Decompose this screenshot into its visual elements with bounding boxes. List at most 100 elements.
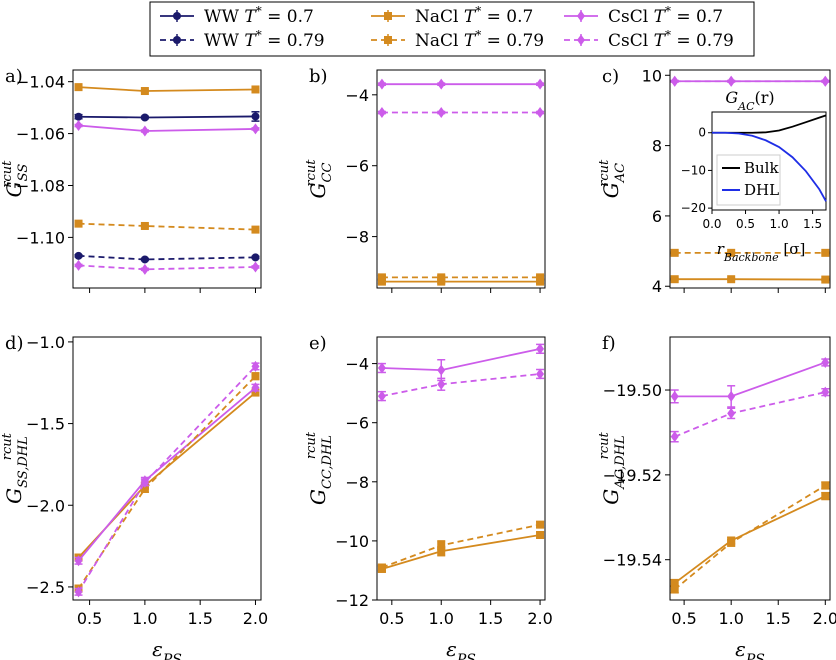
legend-label-name: WW xyxy=(204,7,244,27)
x-axis-label-subscript: PS xyxy=(162,652,182,660)
y-label-superscript: rcut xyxy=(0,160,15,188)
y-axis-label: GCC,DHLrcut xyxy=(304,431,335,505)
data-point xyxy=(251,382,260,394)
axes-frame xyxy=(72,69,262,289)
data-point xyxy=(377,107,386,119)
y-label-symbol: G xyxy=(2,181,26,197)
legend-label-T: T xyxy=(244,31,257,51)
series-line xyxy=(674,495,826,584)
y-label-superscript: rcut xyxy=(0,432,15,460)
inset-y-tick-label: 0 xyxy=(698,126,706,140)
data-point xyxy=(140,125,149,137)
y-axis-label: GACrcut xyxy=(597,159,628,198)
y-label-subscript: SS xyxy=(16,164,31,182)
data-point xyxy=(140,263,149,275)
data-point xyxy=(670,248,679,257)
data-point xyxy=(251,360,260,372)
data-point xyxy=(437,547,446,556)
data-point xyxy=(251,225,260,234)
data-point xyxy=(536,78,545,90)
data-point xyxy=(251,253,260,262)
y-label-symbol: G xyxy=(599,489,623,505)
inset-title-symbol: G xyxy=(725,88,738,107)
y-tick-label: −19.54 xyxy=(603,551,662,570)
panel-letter: b) xyxy=(309,66,328,87)
data-point xyxy=(821,481,830,490)
data-point xyxy=(670,275,679,284)
data-point xyxy=(74,251,83,260)
panel-letter: f) xyxy=(602,333,616,354)
legend-label-star: * xyxy=(665,28,671,42)
x-tick-label: 2.0 xyxy=(243,609,268,628)
series-line xyxy=(381,534,541,570)
legend-label-value: = 0.7 xyxy=(481,7,533,27)
legend-label: NaCl T* = 0.79 xyxy=(415,28,544,51)
y-label-symbol: G xyxy=(2,488,26,504)
series-line xyxy=(381,347,541,371)
y-tick-label: −4 xyxy=(345,355,369,374)
x-tick-label: 1.0 xyxy=(718,609,743,628)
data-point xyxy=(140,87,149,96)
legend-marker xyxy=(577,10,585,22)
x-axis-label-subscript: PS xyxy=(456,652,476,660)
y-tick-label: −1.5 xyxy=(26,415,65,434)
y-tick-label: −19.52 xyxy=(603,466,662,485)
legend-label: CsCl T* = 0.79 xyxy=(608,28,734,51)
series-line xyxy=(78,86,256,92)
panel-a: a)−1.04 −1.06 −1.08 −1.10 GSSrcut xyxy=(0,66,262,293)
y-axis-label: GAC,DHLrcut xyxy=(597,431,628,504)
legend-label-value: = 0.79 xyxy=(481,31,544,51)
inset-x-tick-label: 1.5 xyxy=(803,217,822,231)
y-tick-label: −1.10 xyxy=(16,228,65,247)
data-point xyxy=(670,431,679,443)
y-label-subscript: AC xyxy=(613,163,628,183)
legend-label-value: = 0.79 xyxy=(671,31,734,51)
inset-x-label-unit: [σ] xyxy=(779,240,806,258)
data-point xyxy=(536,530,545,539)
panel-d: d) −1.0 −1.5 −2.0 −2.5 0.5 1.0 1.5 2.0 εPS GSS,DHL… xyxy=(0,333,268,660)
data-point xyxy=(437,277,446,286)
data-point xyxy=(727,538,736,547)
y-label-subscript: CC,DHL xyxy=(320,435,335,489)
data-point xyxy=(140,255,149,264)
panel-b: b) −4 −6 −8 GCCrcut xyxy=(304,66,546,293)
x-axis-label: εPS xyxy=(152,637,182,660)
inset-title: GAC(r) xyxy=(725,88,774,113)
legend-label-star: * xyxy=(475,28,481,42)
inset: GAC(r) 0 −10 −20 0.0 0.5 1.0 1.5 rBackbone [σ] Bu… xyxy=(681,88,827,264)
legend-label: CsCl T* = 0.7 xyxy=(608,4,723,27)
legend-label-name: WW xyxy=(204,31,244,51)
y-tick-label: −19.50 xyxy=(603,381,662,400)
data-point xyxy=(437,364,446,376)
legend: WW T* = 0.7 NaCl T* = 0.7 CsCl T* = 0.7WW … xyxy=(149,1,755,57)
data-point xyxy=(74,586,83,598)
y-label-superscript: rcut xyxy=(597,431,612,459)
y-label-superscript: rcut xyxy=(597,159,612,187)
panel-f: f) −19.50 −19.52 −19.54 0.5 1.0 1.5 2.0 εPS GAC,D… xyxy=(597,333,836,660)
y-tick-label: 4 xyxy=(652,277,662,296)
series-line xyxy=(674,484,826,591)
y-tick-label: −1.0 xyxy=(26,333,65,352)
x-tick-label: 1.0 xyxy=(429,609,454,628)
series-line xyxy=(78,254,256,261)
series-line xyxy=(674,361,826,398)
legend-label-name: NaCl xyxy=(415,7,464,27)
y-tick-label: 6 xyxy=(652,207,662,226)
panel-letter: a) xyxy=(5,66,23,87)
legend-label-T: T xyxy=(654,7,667,27)
data-point xyxy=(437,378,446,390)
data-point xyxy=(437,107,446,119)
x-tick-label: 2.0 xyxy=(527,609,552,628)
y-label-symbol: G xyxy=(306,182,330,198)
inset-y-tick-label: −20 xyxy=(681,201,706,215)
inset-title-arg: (r) xyxy=(755,88,775,107)
data-point xyxy=(727,248,736,257)
data-point xyxy=(377,277,386,286)
data-point xyxy=(74,555,83,567)
legend-marker xyxy=(173,12,181,20)
legend-label-T: T xyxy=(654,31,667,51)
inset-series-line xyxy=(712,131,827,202)
legend-label-star: * xyxy=(256,4,262,18)
series-line xyxy=(78,222,256,231)
axes-frame xyxy=(376,69,546,289)
